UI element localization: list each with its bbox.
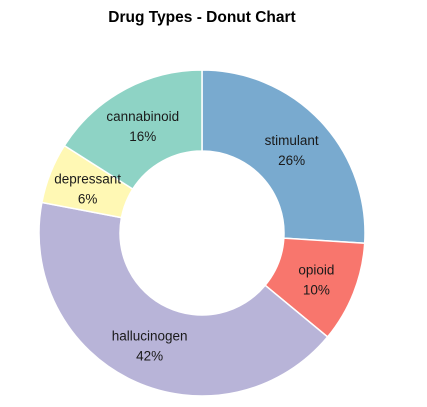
donut-labels: stimulant 26% opioid 10% hallucinogen 42% depr… <box>54 109 334 363</box>
slice-label-opioid: opioid <box>298 262 334 277</box>
slice-label-depressant: depressant <box>54 172 121 187</box>
slice-label-stimulant: stimulant <box>265 133 319 148</box>
slice-percent-hallucinogen: 42% <box>136 348 163 363</box>
chart-title: Drug Types - Donut Chart <box>108 9 296 26</box>
donut-slices <box>38 69 366 397</box>
slice-cannabinoid <box>63 69 203 191</box>
slice-hallucinogen <box>38 201 329 397</box>
slice-percent-stimulant: 26% <box>278 153 305 168</box>
slice-label-cannabinoid: cannabinoid <box>106 109 179 124</box>
slice-label-hallucinogen: hallucinogen <box>112 328 188 343</box>
slice-percent-cannabinoid: 16% <box>129 129 156 144</box>
slice-percent-opioid: 10% <box>303 282 330 297</box>
slice-stimulant <box>201 69 366 245</box>
slice-percent-depressant: 6% <box>78 192 98 207</box>
